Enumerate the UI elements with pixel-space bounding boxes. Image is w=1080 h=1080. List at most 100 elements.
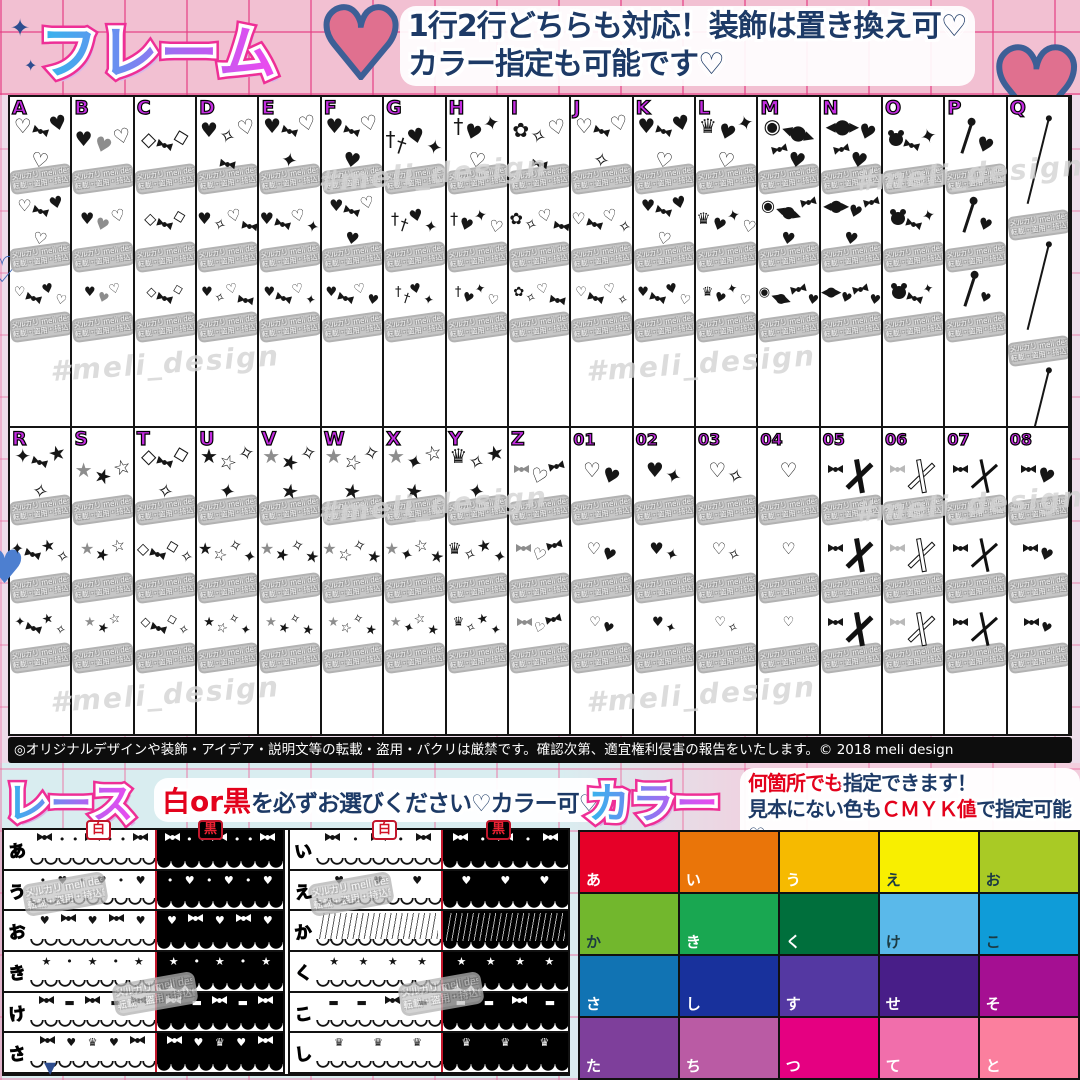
frame-option-07[interactable]: 07 メルカリ meli design 転載・盗用・持込厳禁 メルカリ meli de… — [945, 427, 1008, 734]
color-swatch-て[interactable]: て — [879, 1017, 979, 1078]
color-swatch-か[interactable]: か — [580, 893, 679, 955]
color-swatch-つ[interactable]: つ — [779, 1017, 879, 1078]
frame-option-F[interactable]: F ♥ ♡ ♥ メルカリ meli design 転載・盗用・持込厳禁 ♥ ♡ ♥ メルカリ me… — [321, 97, 385, 426]
watermark-badge: メルカリ meli design 転載・盗用・持込厳禁 — [508, 310, 570, 344]
lace-row-か[interactable]: か — [289, 911, 568, 953]
frame-option-K[interactable]: K ♥ ♥ ♡ メルカリ meli design 転載・盗用・持込厳禁 ♥ ♥ ♡ メルカリ me… — [633, 97, 696, 426]
sparkle-icon: ✦ — [662, 619, 678, 638]
lace-row-い[interactable]: い • • • • — [289, 830, 568, 871]
motif-cluster: ♥ — [1008, 602, 1068, 644]
heart-icon: ♥ — [84, 284, 96, 300]
diamond-outline-icon: ◇ — [136, 539, 150, 558]
motif-cluster: ♥ — [945, 193, 1005, 243]
sparkle-outline-icon: ✧ — [615, 291, 629, 309]
frame-option-L[interactable]: L ♛ ♥ ✦ ♡ メルカリ meli design 転載・盗用・持込厳禁 ♛ ♥ ✦ ♡ メルカリ … — [695, 97, 759, 426]
frame-option-T[interactable]: T ◇ ◇ ✧ メルカリ meli design 転載・盗用・持込厳禁 ◇ ◇ ✧ メルカリ me… — [134, 427, 198, 734]
frame-option-J[interactable]: J ♡ ♡ ✧ メルカリ meli design 転載・盗用・持込厳禁 ♡ ♡ ✧ メルカリ me… — [571, 97, 634, 426]
dash-icon: ▬ — [544, 995, 556, 1009]
color-swatch-label: う — [785, 871, 801, 890]
frame-option-E[interactable]: E ♥ ♡ ✦ メルカリ meli design 転載・盗用・持込厳禁 ♥ ♡ ✦ メルカリ me… — [259, 97, 322, 426]
lace-row-お[interactable]: お ♥ ♥ ♥ ♥ ♥ ♥ — [4, 911, 283, 953]
color-swatch-そ[interactable]: そ — [979, 955, 1078, 1017]
frame-option-05[interactable]: 05 メルカリ meli design 転載・盗用・持込厳禁 メルカリ meli de… — [820, 427, 884, 734]
color-swatch-え[interactable]: え — [879, 832, 979, 893]
frame-option-I[interactable]: I ✿ ✧ ♡ メルカリ meli design 転載・盗用・持込厳禁 ✿ ✧ ♡ メルカリ me… — [508, 97, 572, 426]
frame-option-08[interactable]: 08 ♥ メルカリ meli design 転載・盗用・持込厳禁 ♥ メルカリ meli … — [1007, 427, 1071, 734]
frame-option-H[interactable]: H † ♥ ✦ ♡ メルカリ meli design 転載・盗用・持込厳禁 † ♥ ✦ ♡ メルカリ … — [446, 97, 509, 426]
motif-cluster: ◂●▸ ♥ ♥ — [821, 193, 881, 249]
color-swatch-け[interactable]: け — [879, 893, 979, 955]
frame-option-W[interactable]: W ★ ☆ ✧ ★ メルカリ meli design 転載・盗用・持込厳禁 ★ ☆ ✧ ★ メルカリ … — [321, 427, 385, 734]
heart-outline-icon: ♡ — [535, 280, 551, 298]
sparkle-icon: ✦ — [422, 215, 440, 237]
star-icon: ★ — [417, 955, 428, 969]
heart-icon: ♥ — [365, 291, 380, 309]
bow-icon — [543, 833, 559, 842]
frame-option-03[interactable]: 03 ♡ ✧ メルカリ meli design 転載・盗用・持込厳禁 ♡ ✧ メルカリ mel… — [695, 427, 759, 734]
lace-row-け[interactable]: け ▬ ▬ ▬ ▬ — [4, 992, 283, 1034]
frame-option-A[interactable]: A ♡ ♥ ♡ メルカリ meli design 転載・盗用・持込厳禁 ♡ ♥ ♡ メルカリ me… — [10, 97, 73, 426]
motif-cluster — [1008, 365, 1068, 426]
color-swatch-く[interactable]: く — [779, 893, 879, 955]
color-swatch-す[interactable]: す — [779, 955, 879, 1017]
color-swatch-label: す — [785, 995, 801, 1014]
frame-option-04[interactable]: 04 ♡ メルカリ meli design 転載・盗用・持込厳禁 ♡ メルカリ meli … — [758, 427, 821, 734]
frame-option-Q[interactable]: Q メルカリ meli design 転載・盗用・持込厳禁 メルカリ meli des… — [1007, 97, 1071, 426]
color-swatch-お[interactable]: お — [979, 832, 1078, 893]
sparkle-outline-icon: ✧ — [54, 545, 72, 568]
color-swatch-あ[interactable]: あ — [580, 832, 679, 893]
heart-icon: ♥ — [539, 873, 550, 887]
frame-option-U[interactable]: U ★ ☆ ✧ ✦ メルカリ meli design 転載・盗用・持込厳禁 ★ ☆ ✧ ✦ メルカリ … — [197, 427, 260, 734]
frame-option-X[interactable]: X ★ ✦ ☆ ★ メルカリ meli design 転載・盗用・持込厳禁 ★ ✦ ☆ ★ メルカリ … — [384, 427, 447, 734]
lace-row-く[interactable]: く ★ ★ ★ ★ ★ ★ ★ ★ — [289, 952, 568, 993]
frame-option-02[interactable]: 02 ♥ ✦ メルカリ meli design 転載・盗用・持込厳禁 ♥ ✦ メルカリ mel… — [633, 427, 696, 734]
color-swatch-と[interactable]: と — [979, 1017, 1078, 1078]
bow-icon — [166, 995, 182, 1005]
lace-row-こ[interactable]: こ ▬ ▬ ▬ ▬ ▬ ▬ — [289, 992, 568, 1034]
frame-option-M[interactable]: M ◉ ◂●▸ ♥ メルカリ meli design 転載・盗用・持込厳禁 ◉ ◂●▸ ♥ メルカ… — [758, 97, 821, 426]
lace-sample-white: ♥ ♥ ♥ — [30, 911, 156, 951]
sparkle-icon: ✦ — [14, 615, 26, 630]
frame-option-V[interactable]: V ★ ★ ✧ ★ メルカリ meli design 転載・盗用・持込厳禁 ★ ★ ✧ ★ メルカリ … — [259, 427, 322, 734]
watermark-badge: メルカリ meli design 転載・盗用・持込厳禁 — [883, 571, 944, 604]
lace-sample-white: ▬ ▬ ▬ — [315, 992, 441, 1032]
frame-option-O[interactable]: O ✦ メルカリ meli design 転載・盗用・持込厳禁 ✦ メルカリ meli d… — [883, 97, 946, 426]
color-swatch-ち[interactable]: ち — [679, 1017, 779, 1078]
color-swatch-せ[interactable]: せ — [879, 955, 979, 1017]
lace-row-え[interactable]: え ♥ ♥ ♥ ♥ ♥ ♥ — [289, 870, 568, 912]
frame-option-06[interactable]: 06 メルカリ meli design 転載・盗用・持込厳禁 メルカリ meli de… — [883, 427, 946, 734]
lace-row-さ[interactable]: さ ♥ ♛ ♥ ♥ ♛ ♥ — [4, 1033, 283, 1075]
color-swatch-し[interactable]: し — [679, 955, 779, 1017]
heart-icon: ♥ — [262, 873, 273, 887]
frame-option-N[interactable]: N ◂●▸ ♥ ♥ メルカリ meli design 転載・盗用・持込厳禁 ◂●▸ ♥ ♥ メルカ… — [820, 97, 884, 426]
frame-option-01[interactable]: 01 ♡ ♥ メルカリ meli design 転載・盗用・持込厳禁 ♡ ♥ メルカリ mel… — [571, 427, 634, 734]
frame-option-Y[interactable]: Y ♛ ✧ ★ ✦ メルカリ meli design 転載・盗用・持込厳禁 ♛ ✧ ★ ✦ メルカリ … — [446, 427, 509, 734]
frame-option-Z[interactable]: Z ♡ メルカリ meli design 転載・盗用・持込厳禁 ♡ メルカリ meli d… — [508, 427, 572, 734]
color-swatch-い[interactable]: い — [679, 832, 779, 893]
star-grey-icon: ★ — [384, 539, 399, 558]
frame-option-G[interactable]: G † † ♥ ✦ メルカリ meli design 転載・盗用・持込厳禁 † † ♥ ✦ メルカリ … — [384, 97, 447, 426]
frame-option-R[interactable]: R ✦ ★ ✧ メルカリ meli design 転載・盗用・持込厳禁 ✦ ★ ✧ メルカリ me… — [10, 427, 73, 734]
color-swatch-う[interactable]: う — [779, 832, 879, 893]
frame-option-B[interactable]: B ♥ ♥ ♡ メルカリ meli design 転載・盗用・持込厳禁 ♥ ♥ ♡ メルカリ me… — [72, 97, 135, 426]
color-swatch-さ[interactable]: さ — [580, 955, 679, 1017]
lace-row-あ[interactable]: あ•••••••• — [4, 830, 283, 871]
color-swatch-こ[interactable]: こ — [979, 893, 1078, 955]
sparkle-outline-icon: ✧ — [523, 289, 539, 307]
pin-icon — [963, 277, 976, 307]
sparkle-icon: ✦ — [921, 280, 936, 298]
lace-sample-black: ♥ ♛ ♥ — [155, 1033, 283, 1073]
frame-option-C[interactable]: C ◇ ◇ メルカリ meli design 転載・盗用・持込厳禁 ◇ ◇ メルカリ meli… — [134, 97, 198, 426]
heart-icon: ♥ — [649, 539, 664, 558]
frame-option-P[interactable]: P ♥ メルカリ meli design 転載・盗用・持込厳禁 ♥ メルカリ meli d… — [945, 97, 1008, 426]
frame-option-label: 02 — [635, 429, 658, 449]
bow-icon — [548, 460, 565, 473]
crown-icon: ♛ — [452, 615, 465, 630]
lace-row-う[interactable]: う • ♥ • ♥ • ♥ • ♥ • ♥ • ♥ — [4, 870, 283, 912]
color-swatch-き[interactable]: き — [679, 893, 779, 955]
lace-row-し[interactable]: し ♛ ♛ ♛ ♛ ♛ ♛ — [289, 1033, 568, 1075]
lace-row-き[interactable]: き ★ • ★ • ★ ★ • ★ • ★ — [4, 952, 283, 993]
frame-option-D[interactable]: D ♥ ✧ ♡ メルカリ meli design 転載・盗用・持込厳禁 ♥ ✧ ♡ メルカリ me… — [197, 97, 260, 426]
frame-option-S[interactable]: S ★ ★ ☆ メルカリ meli design 転載・盗用・持込厳禁 ★ ★ ☆ メルカリ me… — [72, 427, 135, 734]
color-swatch-た[interactable]: た — [580, 1017, 679, 1078]
